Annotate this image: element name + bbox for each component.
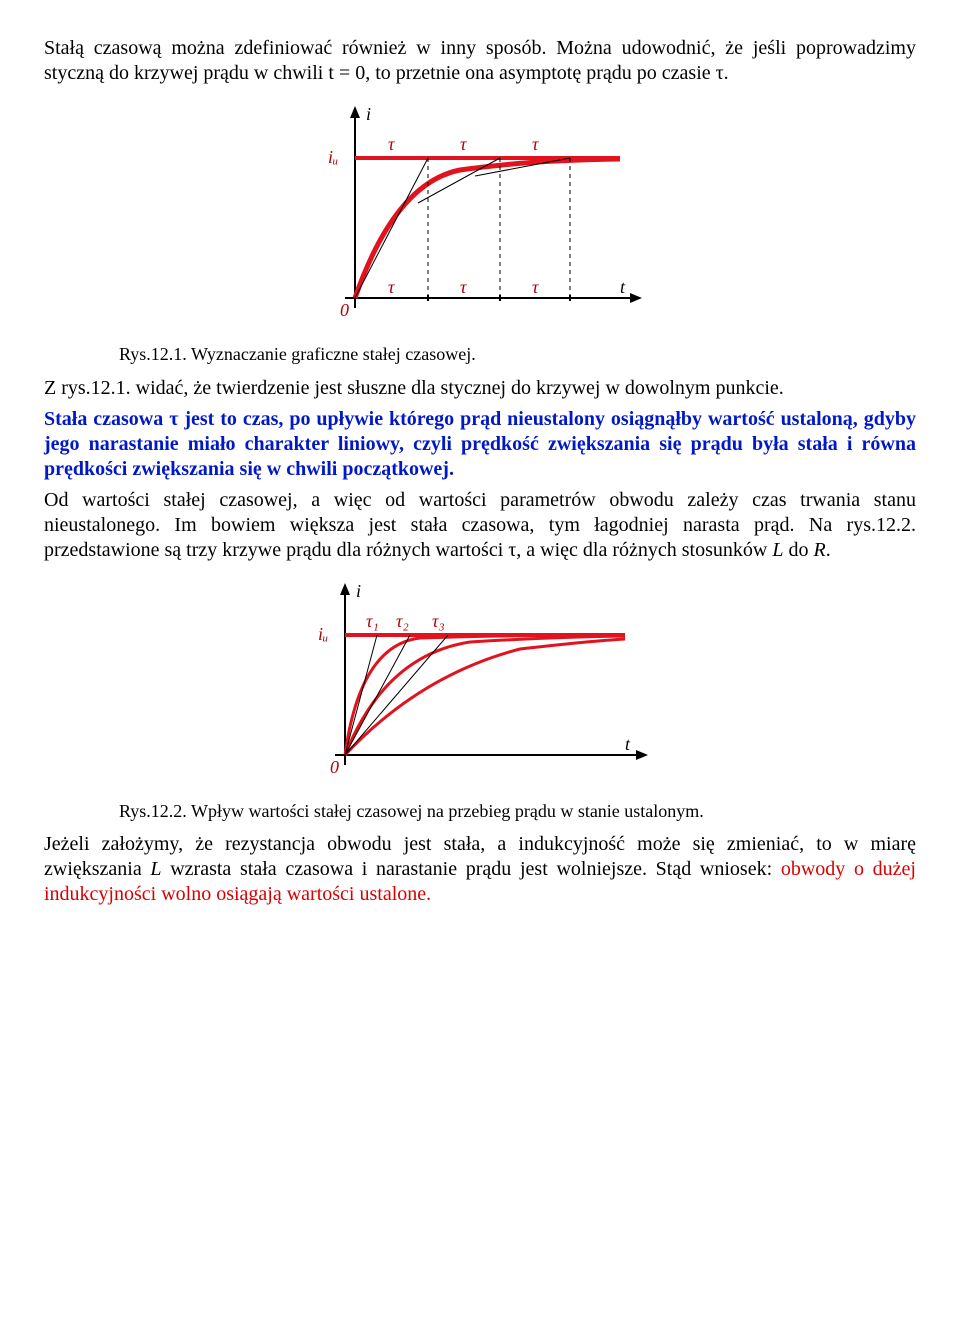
- fig2-tau2: τ₂: [396, 611, 409, 631]
- fig2-iu-label: iᵤ: [318, 624, 328, 644]
- fig1-tau-top-3: τ: [532, 134, 539, 154]
- fig1-t-axis-label: t: [620, 277, 626, 297]
- paragraph-5: Jeżeli założymy, że rezystancja obwodu j…: [44, 832, 916, 907]
- para4-b: do: [783, 539, 813, 561]
- fig1-origin: 0: [340, 300, 349, 320]
- fig1-iu-label: iᵤ: [328, 147, 338, 167]
- para5-b: wzrasta stała czasowa i narastanie prądu…: [162, 858, 781, 880]
- fig2-tau1: τ₁: [366, 611, 379, 631]
- fig1-tau-bot-1: τ: [388, 277, 395, 297]
- paragraph-2: Z rys.12.1. widać, że twierdzenie jest s…: [44, 376, 916, 401]
- fig2-i-axis-label: i: [356, 581, 361, 601]
- figure-12-1: τ τ τ τ τ τ i t iᵤ 0: [44, 98, 916, 335]
- fig1-i-axis-label: i: [366, 104, 371, 124]
- fig2-tau3: τ₃: [432, 611, 445, 631]
- fig2-t-axis-label: t: [625, 734, 631, 754]
- para5-italic-L: L: [150, 858, 161, 880]
- figure-12-2-svg: τ₁ τ₂ τ₃ i t iᵤ 0: [290, 575, 670, 785]
- figure-12-1-svg: τ τ τ τ τ τ i t iᵤ 0: [300, 98, 660, 328]
- para4-c: .: [826, 539, 831, 561]
- fig2-origin: 0: [330, 757, 339, 777]
- paragraph-1: Stałą czasową można zdefiniować również …: [44, 36, 916, 86]
- caption-12-2: Rys.12.2. Wpływ wartości stałej czasowej…: [119, 800, 916, 823]
- fig1-tau-top-2: τ: [460, 134, 467, 154]
- para4-italic-R: R: [813, 539, 825, 561]
- para4-italic-L: L: [772, 539, 783, 561]
- fig1-tau-top-1: τ: [388, 134, 395, 154]
- fig1-tau-bot-2: τ: [460, 277, 467, 297]
- fig1-tau-bot-3: τ: [532, 277, 539, 297]
- caption-12-1: Rys.12.1. Wyznaczanie graficzne stałej c…: [119, 343, 916, 366]
- figure-12-2: τ₁ τ₂ τ₃ i t iᵤ 0: [44, 575, 916, 792]
- paragraph-4: Od wartości stałej czasowej, a więc od w…: [44, 488, 916, 563]
- definition-tau: Stała czasowa τ jest to czas, po upływie…: [44, 407, 916, 482]
